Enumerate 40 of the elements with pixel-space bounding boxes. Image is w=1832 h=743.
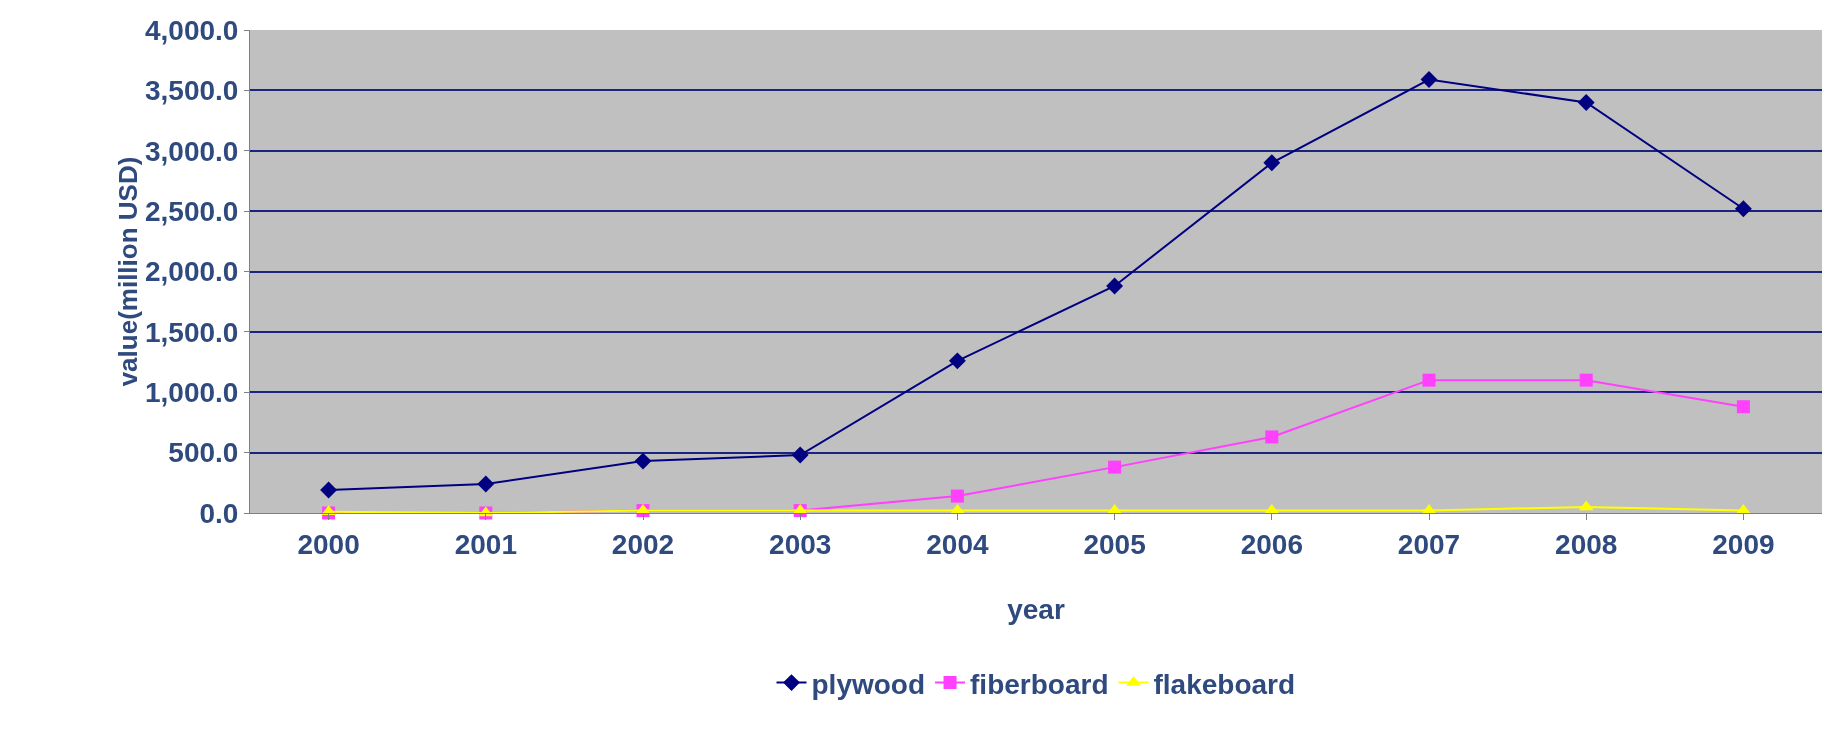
point <box>1263 154 1281 172</box>
y-tick-label: 2,000.0 <box>144 256 239 288</box>
x-tick-label: 2002 <box>611 528 675 560</box>
point <box>1106 277 1124 295</box>
point <box>1420 71 1438 88</box>
y-axis-title: value(million USD) <box>112 156 143 387</box>
y-tick-label: 0.0 <box>199 497 239 529</box>
x-tick-label: 2003 <box>769 528 832 560</box>
y-tick-label: 4,000.0 <box>144 14 239 46</box>
point <box>1265 430 1279 444</box>
x-tick-label: 2001 <box>454 528 517 560</box>
y-tick-label: 3,000.0 <box>144 135 239 167</box>
y-tick-label: 500.0 <box>168 437 239 469</box>
x-tick-label: 2009 <box>1712 528 1775 560</box>
x-tick-label: 2005 <box>1083 528 1146 560</box>
point <box>1736 400 1750 414</box>
point <box>1108 460 1122 474</box>
x-axis-title: year <box>1007 593 1065 625</box>
x-tick-label: 2006 <box>1240 528 1303 560</box>
point <box>634 452 652 470</box>
point <box>948 352 966 370</box>
point <box>950 489 964 503</box>
point <box>1734 200 1752 218</box>
y-tick-label: 2,500.0 <box>144 195 239 227</box>
x-tick-label: 2000 <box>297 528 360 560</box>
legend-label: fiberboard <box>970 668 1109 700</box>
point <box>477 475 495 493</box>
y-tick-label: 1,000.0 <box>144 377 239 409</box>
point <box>791 446 809 464</box>
y-tick-label: 1,500.0 <box>144 316 239 348</box>
point <box>1422 373 1436 387</box>
point <box>1579 373 1593 387</box>
point <box>1577 94 1595 111</box>
legend-label: plywood <box>811 668 926 700</box>
y-tick-label: 3,500.0 <box>144 75 239 107</box>
legend-label: flakeboard <box>1153 668 1296 700</box>
x-tick-label: 2008 <box>1555 528 1618 560</box>
x-tick-label: 2007 <box>1397 528 1461 560</box>
x-tick-label: 2004 <box>926 528 989 560</box>
point <box>320 481 338 499</box>
